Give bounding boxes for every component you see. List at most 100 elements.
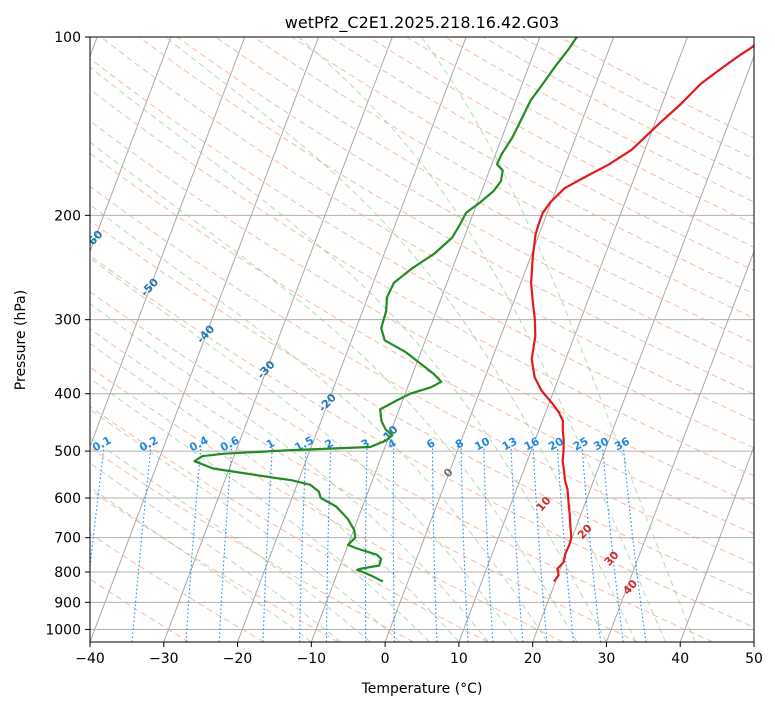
isotherm-gridline [90,37,172,253]
mixing-ratio-line [532,448,548,642]
isotherm-gridline [90,37,246,449]
isotherm-label: -70 [28,176,51,200]
y-tick-label: 300 [54,313,81,329]
x-tick-label: 0 [381,651,390,667]
dry-adiabat-line [253,37,754,319]
saturated-adiabat-label: 40 [620,577,640,597]
moist-adiabat-line [90,486,312,642]
dry-adiabat-line [90,185,754,565]
y-tick-label: 700 [54,531,81,547]
moist-adiabat-line [90,257,519,642]
y-tick-label: 900 [54,595,81,611]
y-tick-label: 400 [54,387,81,403]
x-tick-label: 50 [745,651,763,667]
y-tick-label: 800 [54,565,81,581]
y-tick-label: 500 [54,444,81,460]
mixing-ratio-label: 13 [500,435,520,454]
x-axis-label: Temperature (°C) [361,681,483,697]
x-axis: −40 −30 −20 −10 0 10 20 30 40 50 [75,642,763,667]
dry-adiabat-line [90,533,265,642]
moist-adiabat-line [90,303,489,642]
dry-adiabat-line [329,37,754,271]
mixing-ratio-line [364,448,368,642]
y-tick-label: 200 [54,208,81,224]
plot-frame [89,36,755,643]
moist-adiabat-line [90,377,430,642]
y-axis-label: Pressure (hPa) [13,290,29,390]
line-labels-layer: 0.10.20.40.611.52346810131620253036-100-… [28,176,640,598]
saturated-adiabat-label: 20 [575,521,595,541]
mixing-ratio-line [185,448,202,642]
x-tick-label: −10 [297,651,327,667]
isotherm-label: -40 [194,322,217,346]
mixing-ratio-line [460,448,469,642]
mixing-ratio-label: 16 [522,435,542,454]
x-tick-label: 10 [450,651,468,667]
isotherm-gridline [310,37,541,642]
dry-adiabat-line [90,152,754,535]
isotherm-gridline [679,445,754,642]
dry-adiabat-line [138,37,754,395]
dry-adiabat-line [90,254,754,628]
series-layer [193,37,754,583]
mixing-ratio-line [325,448,332,642]
chart-title: wetPf2_C2E1.2025.218.16.42.G03 [285,13,559,33]
mixing-ratio-line [431,448,438,642]
isotherm-label: -20 [316,391,339,415]
isotherm-gridline [458,37,688,642]
mixing-ratio-label: 3 [359,436,372,451]
y-tick-label: 100 [54,30,81,46]
background-lines-layer [90,37,754,642]
moist-adiabat-line [164,37,637,642]
dry-adiabat-line [90,366,564,642]
y-tick-label: 1000 [45,622,81,638]
y-axis: 100 200 300 400 500 600 700 800 900 1000 [45,30,90,638]
dry-adiabat-line [406,37,754,225]
x-tick-label: −40 [75,651,105,667]
mixing-ratio-label: 36 [612,435,632,454]
mixing-ratio-line [392,448,396,642]
y-tick-label: 600 [54,491,81,507]
x-tick-label: −30 [149,651,179,667]
isotherm-label: -60 [82,228,105,252]
moist-adiabat-line [90,204,548,642]
mixing-ratio-label: 10 [472,435,492,454]
dry-adiabat-line [90,57,754,449]
x-tick-label: 20 [524,651,542,667]
mixing-ratio-label: 25 [571,435,591,454]
dry-adiabat-line [90,489,339,642]
dry-adiabat-line [482,37,754,181]
moist-adiabat-line [90,141,578,642]
moist-adiabat-line [90,408,401,642]
mixing-ratio-label: 1 [264,436,277,451]
dry-adiabat-line [100,37,754,422]
x-tick-label: 30 [598,651,616,667]
isotherm-gridline [237,37,467,642]
mixing-ratio-line [602,448,624,642]
dry-adiabat-line [90,291,713,642]
moist-adiabat-line [421,37,696,642]
mixing-ratio-line [299,448,307,642]
isotherm-gridline [90,37,320,642]
moist-adiabat-line [298,37,666,642]
dewpoint-series-line [193,37,578,583]
isotherm-gridline [384,37,615,642]
isotherm-label: 0 [441,465,456,480]
temperature-series-line [529,43,754,583]
dry-adiabat-line [90,406,489,642]
moist-adiabat-line [90,436,371,642]
isotherm-gridline [605,249,754,642]
dry-adiabat-line [176,37,754,369]
mixing-ratio-label: 20 [546,435,566,454]
saturated-adiabat-label: 10 [534,494,554,514]
dry-adiabat-line [90,120,754,506]
x-tick-label: −20 [223,651,253,667]
dry-adiabat-line [559,37,754,139]
dry-adiabat-line [90,88,754,477]
isotherm-gridline [753,640,754,642]
moist-adiabat-line [90,342,460,642]
mixing-ratio-line [483,448,494,642]
dry-adiabat-line [291,37,754,295]
moist-adiabat-line [90,66,607,642]
